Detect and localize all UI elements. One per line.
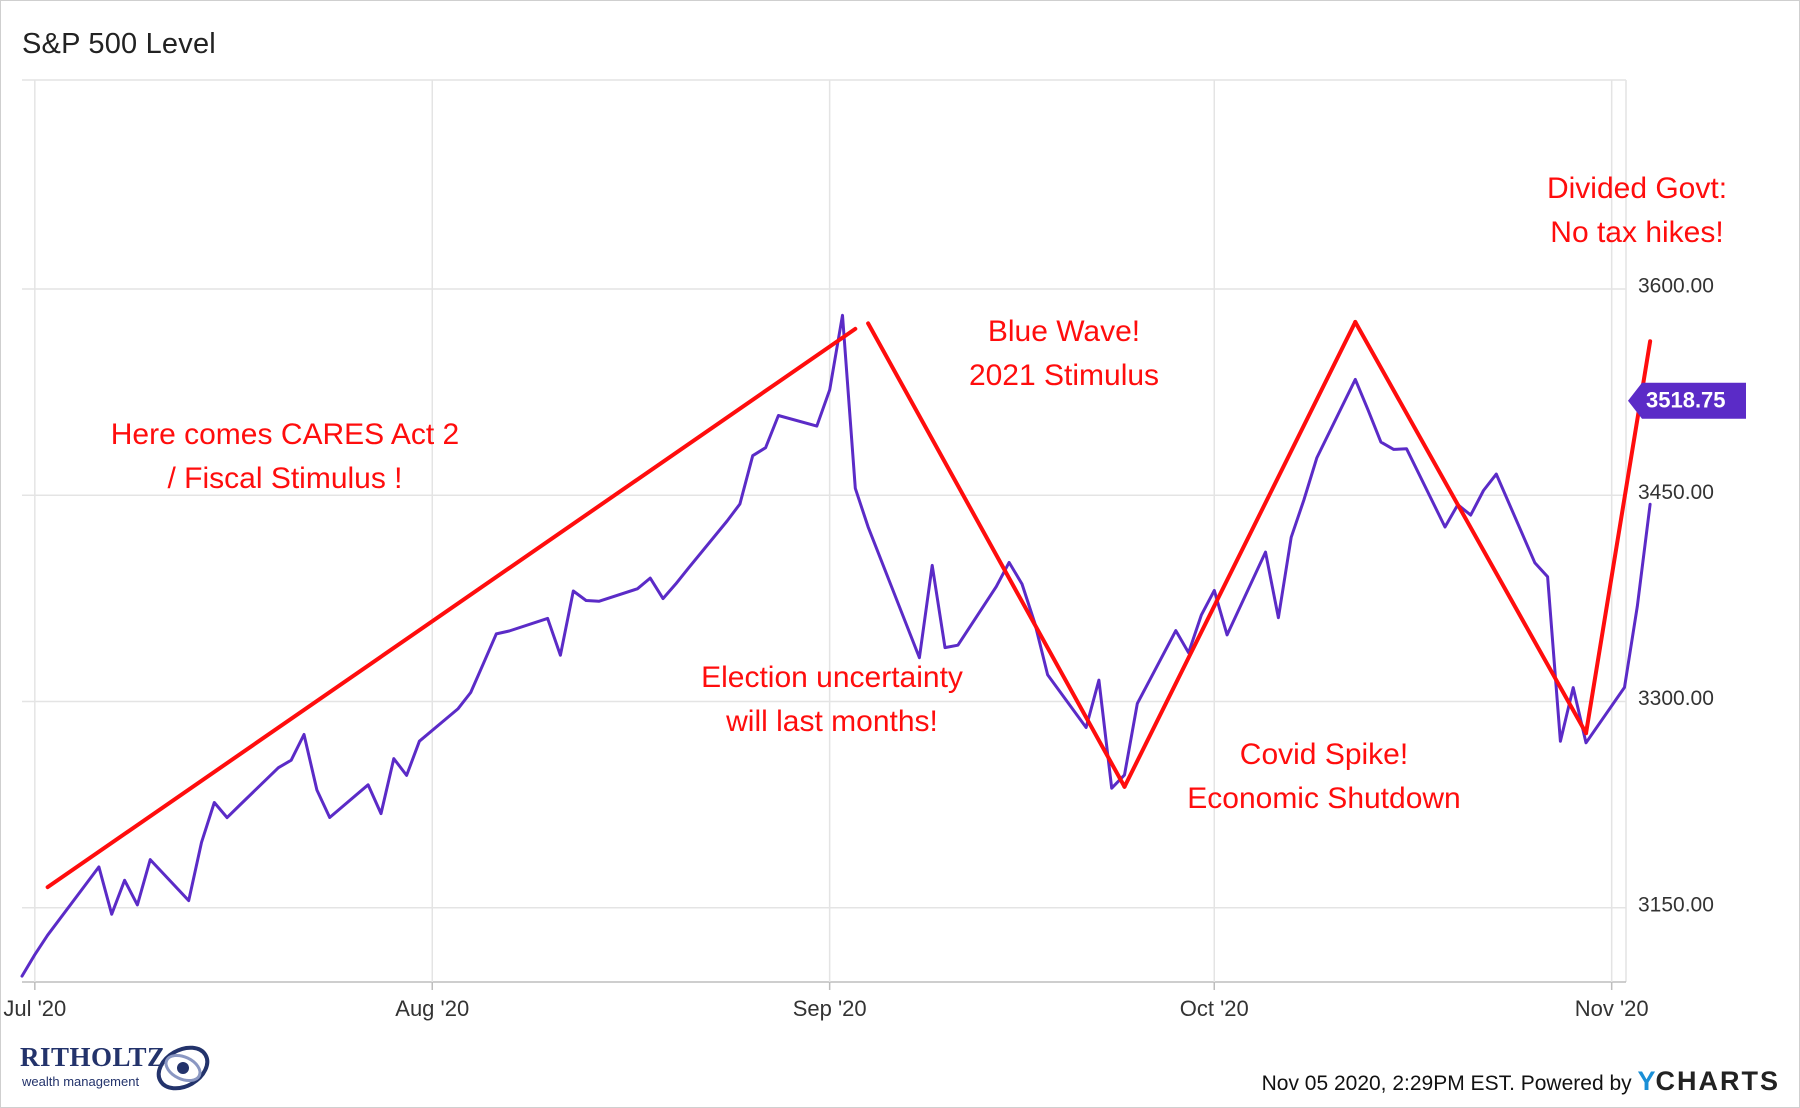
annotation-text: Here comes CARES Act 2 / Fiscal Stimulus … [111, 418, 459, 495]
y-tick-label: 3600.00 [1638, 275, 1714, 298]
x-tick-label: Jul '20 [3, 996, 66, 1021]
y-tick-label: 3150.00 [1638, 893, 1714, 916]
annotation-line: Covid Spike! [1240, 738, 1408, 771]
annotation-line: 2021 Stimulus [969, 359, 1159, 392]
last-value-label: 3518.75 [1646, 388, 1726, 413]
y-tick-label: 3300.00 [1638, 687, 1714, 710]
annotation-text: Covid Spike! Economic Shutdown [1187, 738, 1461, 815]
y-tick-label: 3450.00 [1638, 481, 1714, 504]
chart-title: S&P 500 Level [22, 28, 216, 60]
annotation-line: Economic Shutdown [1187, 782, 1461, 815]
annotation-line: Blue Wave! [988, 315, 1140, 348]
ritholtz-logo: RITHOLTZ wealth management [20, 1040, 220, 1096]
annotation-line: will last months! [725, 705, 938, 738]
annotation-text: Election uncertainty will last months! [701, 661, 963, 738]
annotation-line: No tax hikes! [1550, 216, 1723, 249]
last-value-badge: 3518.75 [1628, 382, 1746, 419]
annotation-line: Divided Govt: [1547, 172, 1727, 205]
logo-swirl-icon [156, 1045, 210, 1091]
logo-subtext: wealth management [22, 1074, 140, 1089]
trend-line [45, 326, 858, 890]
annotation-text: Divided Govt: No tax hikes! [1547, 172, 1727, 249]
trend-line [1122, 320, 1358, 789]
footer-timestamp: Nov 05 2020, 2:29PM EST. Powered by [1261, 1072, 1632, 1095]
ycharts-logo-text: CHARTS [1655, 1066, 1780, 1096]
annotation-line: Here comes CARES Act 2 [111, 418, 459, 451]
trend-line [1353, 320, 1589, 736]
x-tick-label: Sep '20 [793, 996, 867, 1021]
annotation-text: Blue Wave! 2021 Stimulus [969, 315, 1159, 392]
x-tick-label: Nov '20 [1575, 996, 1649, 1021]
footer-credit: Nov 05 2020, 2:29PM EST. Powered by YCHA… [1262, 1066, 1780, 1097]
logo-text: RITHOLTZ [20, 1042, 166, 1072]
x-tick-label: Aug '20 [395, 996, 469, 1021]
ycharts-logo-y: Y [1637, 1066, 1656, 1096]
annotation-line: Election uncertainty [701, 661, 963, 694]
trend-line [866, 321, 1127, 789]
x-tick-label: Oct '20 [1180, 996, 1249, 1021]
annotation-line: / Fiscal Stimulus ! [167, 462, 402, 495]
last-value-badge-shape [1628, 382, 1746, 419]
sp500-series-line [20, 313, 1652, 978]
